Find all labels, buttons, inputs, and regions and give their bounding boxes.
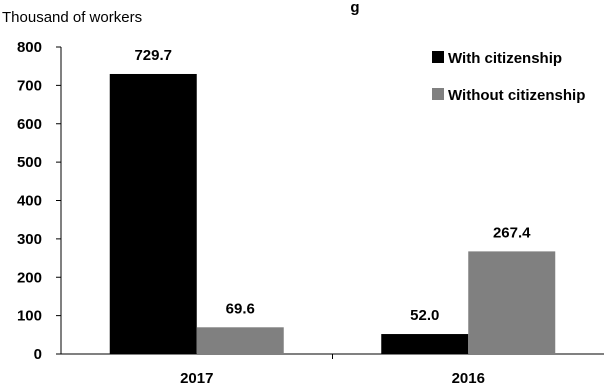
x-tick-label: 2016 [452, 370, 485, 387]
legend: With citizenship Without citizenship [432, 50, 585, 104]
data-label: 267.4 [493, 224, 531, 241]
legend-swatch [432, 88, 444, 100]
x-tick-label: 2017 [180, 370, 213, 387]
y-axis-ticks: 0 100 200 300 400 500 600 700 800 [17, 39, 61, 363]
y-tick-label: 300 [17, 231, 42, 248]
y-tick-label: 500 [17, 154, 42, 171]
y-tick-label: 0 [34, 346, 42, 363]
bars [109, 73, 556, 354]
data-labels: 729.7 69.6 52.0 267.4 [134, 47, 531, 324]
y-tick-label: 200 [17, 269, 42, 286]
bar [468, 251, 556, 354]
y-tick-label: 600 [17, 116, 42, 133]
data-label: 52.0 [410, 307, 439, 324]
data-label: 69.6 [226, 300, 255, 317]
bar [381, 334, 469, 354]
y-axis-title: Thousand of workers [2, 9, 142, 26]
y-tick-label: 700 [17, 77, 42, 94]
data-label: 729.7 [134, 47, 172, 64]
legend-label: With citizenship [448, 50, 562, 67]
chart-title: g [350, 0, 359, 16]
y-tick-label: 400 [17, 193, 42, 210]
y-tick-label: 100 [17, 308, 42, 325]
y-tick-label: 800 [17, 39, 42, 56]
bar [196, 327, 284, 354]
legend-swatch [432, 51, 444, 63]
bar [109, 73, 197, 354]
x-axis-ticks: 2017 2016 [180, 354, 485, 387]
legend-label: Without citizenship [448, 87, 585, 104]
